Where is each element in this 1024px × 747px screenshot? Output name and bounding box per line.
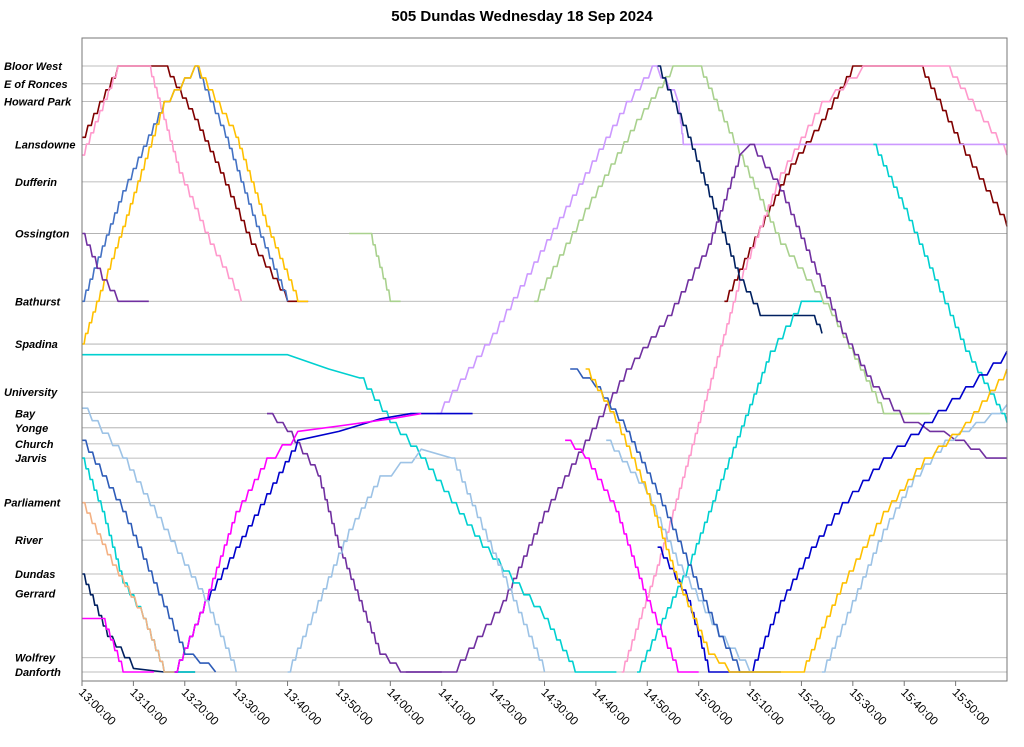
x-tick-label: 14:10:00 [436,685,479,728]
trip-line-11 [82,232,149,303]
plot-frame [81,37,1008,682]
trip-line-12 [405,143,1007,673]
time-axis-ticks: 13:00:00 13:10:00 13:20:00 13:30:00 13:40:00… [76,681,993,728]
trip-line-3 [621,65,1008,673]
trip-line-28 [82,439,217,673]
trip-line-24 [287,448,546,673]
stop-labels: Bloor West E of Ronces Howard Park Lansdown… [4,61,76,679]
trip-line-18 [174,412,473,673]
trip-line-26 [822,404,1008,673]
stop-label: Wolfrey [15,653,56,665]
x-tick-label: 14:30:00 [538,685,581,728]
trip-line-17 [873,143,1008,423]
stop-label: University [4,387,58,399]
x-tick-label: 15:50:00 [949,685,992,728]
trip-line-6 [349,232,401,303]
x-tick-label: 14:00:00 [384,685,427,728]
x-tick-label: 13:40:00 [281,685,324,728]
x-tick-label: 15:30:00 [847,685,890,728]
trip-line-7 [534,65,930,415]
stop-label: Gerrard [15,589,56,601]
stop-label: Danforth [15,667,61,679]
stop-label: Jarvis [15,453,47,465]
stop-label: Bathurst [15,296,62,308]
trip-line-22 [565,439,699,673]
x-tick-label: 15:00:00 [693,685,736,728]
stop-label: Yonge [15,423,48,435]
trip-line-9 [657,65,823,334]
stop-label: Parliament [4,498,62,510]
stop-label: Dufferin [15,177,57,189]
trip-line-29 [585,368,1008,673]
trip-line-27 [570,368,781,673]
x-tick-label: 13:10:00 [127,685,170,728]
trip-line-19 [657,350,1008,673]
trip-line-2 [82,65,243,302]
trip-line-14 [82,353,617,673]
stop-label: E of Ronces [4,79,68,91]
x-tick-label: 14:50:00 [641,685,684,728]
trip-line-13 [267,412,442,673]
trip-line-5 [82,65,309,345]
stop-label: River [15,535,43,547]
stop-gridlines [82,65,1007,673]
x-tick-label: 14:40:00 [590,685,633,728]
trip-line-16 [637,300,822,673]
trip-line-30 [82,501,175,673]
x-tick-label: 13:00:00 [76,685,119,728]
trip-line-20 [82,617,154,673]
trip-line-8 [436,65,1007,415]
trip-line-23 [82,407,237,673]
stop-label: Bay [15,409,36,421]
x-tick-label: 13:20:00 [179,685,222,728]
trip-lines [82,65,1008,673]
x-tick-label: 13:50:00 [333,685,376,728]
x-tick-label: 15:40:00 [898,685,941,728]
stop-label: Howard Park [4,97,72,109]
stop-label: Dundas [15,569,55,581]
stop-label: Church [15,439,54,451]
x-tick-label: 15:10:00 [744,685,787,728]
trip-line-0 [82,65,309,303]
trip-line-10 [82,573,196,673]
x-tick-label: 13:30:00 [230,685,273,728]
chart-title: 505 Dundas Wednesday 18 Sep 2024 [391,8,653,25]
stop-label: Ossington [15,229,70,241]
stop-label: Spadina [15,339,58,351]
stop-label: Bloor West [4,61,63,73]
stop-label: Lansdowne [15,139,76,151]
trip-line-21 [174,412,422,673]
trip-line-15 [82,457,196,673]
x-tick-label: 14:20:00 [487,685,530,728]
x-tick-label: 15:20:00 [795,685,838,728]
